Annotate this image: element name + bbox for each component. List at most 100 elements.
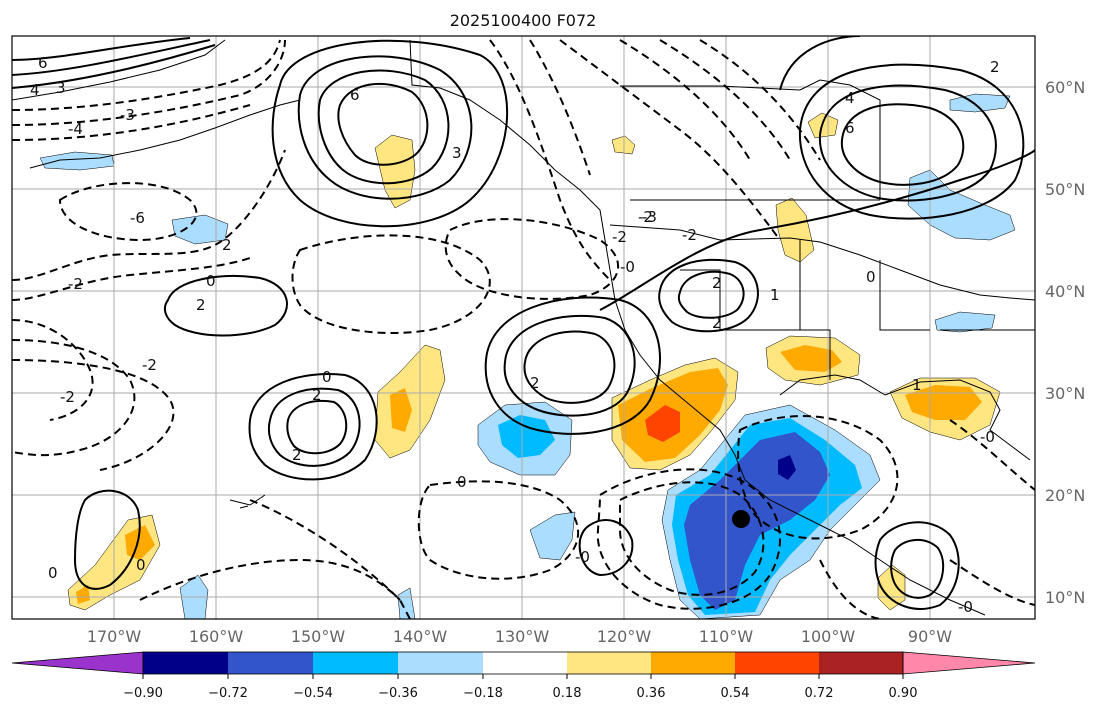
shade-orange-texas: [780, 345, 842, 372]
contour-label: 3: [56, 79, 66, 97]
contour-label: 0: [206, 272, 216, 290]
colorbar-tick-label: 0.72: [805, 686, 834, 701]
colorbar-tick-label: 0.36: [637, 686, 666, 701]
colorbar: −0.90 −0.72 −0.54 −0.36 −0.18 0.18 0.36 …: [11, 651, 1036, 701]
lat-label: 30°N: [1045, 384, 1085, 403]
colorbar-tick-label: 0.54: [721, 686, 750, 701]
lon-label: 130°W: [495, 627, 550, 646]
map-title: 2025100400 F072: [450, 11, 597, 30]
colorbar-segment: [313, 652, 398, 674]
contour-label: -6: [130, 209, 145, 227]
lon-label: 170°W: [87, 627, 142, 646]
lat-label: 60°N: [1045, 78, 1085, 97]
contour-label: 2: [292, 446, 302, 464]
latitude-labels: 60°N 50°N 40°N 30°N 20°N 10°N: [1045, 78, 1085, 607]
colorbar-segment: [398, 652, 483, 674]
contour-label: 0: [48, 564, 58, 582]
shade-yellow-plains: [775, 197, 815, 263]
colorbar-tick-label: −0.36: [378, 686, 418, 701]
lat-label: 20°N: [1045, 486, 1085, 505]
colorbar-tick-label: −0.54: [293, 686, 333, 701]
colorbar-tick-label: 0.90: [889, 686, 918, 701]
contour-label: 1: [770, 286, 780, 304]
shade-blue-south2: [397, 587, 416, 619]
shade-orange-southwest2: [76, 585, 90, 604]
shade-yellow-alaska: [374, 134, 416, 209]
shaded-regions: [39, 93, 1016, 619]
colorbar-extend-right: [902, 651, 1036, 675]
contour-label: 6: [845, 119, 855, 137]
longitude-labels: 170°W 160°W 150°W 140°W 130°W 120°W 110°…: [87, 627, 952, 646]
lat-label: 50°N: [1045, 180, 1085, 199]
contour-label: 6: [38, 54, 48, 72]
map-area: 6 4 3 -3 -4 -2 -6 2 2 0 -2 -2 2 0 -2 -3 …: [12, 36, 1035, 619]
lon-label: 140°W: [393, 627, 448, 646]
contour-label: 2: [530, 374, 540, 392]
colorbar-tick-label: −0.72: [208, 686, 248, 701]
lon-label: 110°W: [699, 627, 754, 646]
colorbar-tick-label: −0.90: [123, 686, 163, 701]
colorbar-segment: [651, 652, 735, 674]
colorbar-ticks: [142, 674, 904, 679]
colorbar-segment: [735, 652, 819, 674]
contour-label: 3: [452, 144, 462, 162]
colorbar-tick-label: 0.18: [553, 686, 582, 701]
colorbar-outline: [142, 651, 904, 675]
shade-orange-pacific-mid: [390, 388, 412, 432]
contour-label: 1: [912, 376, 922, 394]
shade-yellow-pacific-mid: [374, 344, 446, 459]
shade-blue-alaska-gulf: [171, 214, 229, 245]
contour-label: 0: [136, 556, 146, 574]
contour-label: 2: [712, 314, 722, 332]
contour-label: -2: [682, 226, 697, 244]
lon-label: 160°W: [189, 627, 244, 646]
lon-label: 120°W: [597, 627, 652, 646]
shade-yellow-hudson: [807, 112, 839, 139]
contour-label: 0: [457, 473, 467, 491]
contour-label: 0: [866, 268, 876, 286]
contour-label: 2: [312, 386, 322, 404]
dashed-contours: [12, 39, 1035, 619]
lat-label: 40°N: [1045, 282, 1085, 301]
shade-red-baja: [645, 405, 680, 442]
colorbar-extend-left: [11, 651, 144, 675]
contour-label: 4: [845, 89, 855, 107]
colorbar-segment: [483, 652, 567, 674]
shade-blue-east-small: [934, 311, 996, 333]
shade-navy-spot: [778, 455, 796, 480]
contour-label: -0: [620, 258, 635, 276]
lon-label: 100°W: [801, 627, 856, 646]
shade-mid-blue-mexico: [684, 432, 830, 610]
storm-center-marker: [732, 510, 750, 528]
contour-label: 2: [222, 236, 232, 254]
graticule: [12, 36, 1035, 619]
contour-label: -2: [142, 356, 157, 374]
contour-label: -2: [60, 388, 75, 406]
contour-label: -4: [68, 120, 83, 138]
contour-label: 4: [30, 81, 40, 99]
shade-orange-gulf: [905, 385, 982, 420]
solid-contours: [12, 36, 1035, 610]
colorbar-segment: [567, 652, 651, 674]
contour-label: -0: [980, 428, 995, 446]
contour-label: -0: [575, 548, 590, 566]
colorbar-segment: [819, 652, 903, 674]
contour-label: -2: [68, 275, 83, 293]
colorbar-segment: [143, 652, 228, 674]
contour-label: -0: [958, 598, 973, 616]
shade-blue-pacific-center-inner: [498, 415, 555, 458]
shade-blue-subtropic: [529, 511, 576, 561]
shade-yellow-central-am: [877, 564, 906, 611]
contour-label: 2: [196, 296, 206, 314]
contour-label: -3: [120, 106, 135, 124]
contour-labels: 6 4 3 -3 -4 -2 -6 2 2 0 -2 -2 2 0 -2 -3 …: [30, 54, 1000, 616]
contour-label: 0: [322, 368, 332, 386]
contour-label: -3: [642, 208, 657, 226]
contour-label: 2: [990, 58, 1000, 76]
shade-orange-southwest: [125, 525, 155, 560]
lon-label: 150°W: [291, 627, 346, 646]
map-border: [11, 35, 1036, 620]
contour-label: 6: [350, 86, 360, 104]
contour-label: 2: [712, 274, 722, 292]
